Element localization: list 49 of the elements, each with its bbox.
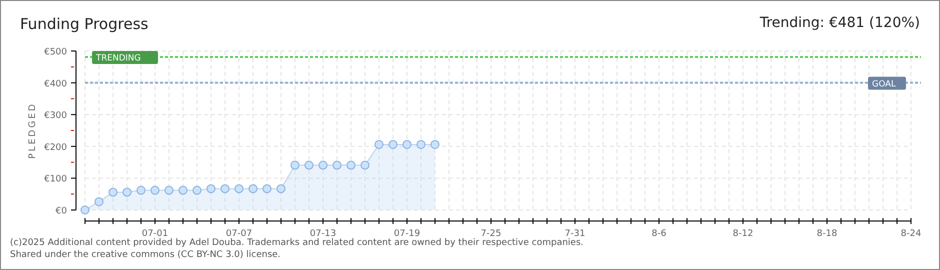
- point: [136, 186, 146, 195]
- y-tick-label: €0: [56, 206, 68, 216]
- point: [80, 206, 90, 214]
- point: [276, 184, 286, 194]
- point: [206, 184, 216, 194]
- point: [402, 140, 412, 149]
- x-tick-label: 7-31: [564, 229, 586, 239]
- point: [150, 186, 160, 195]
- point: [416, 140, 426, 149]
- y-tick-label: €300: [44, 111, 68, 122]
- point: [262, 184, 272, 194]
- x-tick-label: 8-12: [732, 229, 754, 239]
- point: [178, 186, 188, 195]
- point: [220, 184, 230, 194]
- point: [192, 186, 202, 195]
- point: [234, 184, 244, 194]
- x-tick-label: 07-13: [310, 229, 336, 239]
- point: [318, 160, 328, 170]
- point: [248, 184, 258, 194]
- ref-line-label: TRENDING: [95, 54, 141, 64]
- point: [332, 160, 342, 170]
- y-tick-label: €100: [44, 174, 68, 185]
- point: [304, 160, 314, 170]
- y-tick-label: €200: [44, 142, 68, 153]
- x-tick-label: 8-6: [652, 229, 667, 239]
- point: [94, 197, 104, 206]
- point: [164, 186, 174, 195]
- ref-line-label: GOAL: [872, 79, 896, 90]
- y-tick-label: €400: [44, 79, 68, 90]
- point: [374, 140, 384, 149]
- chart-subtitle: Trending: €481 (120%): [758, 15, 920, 31]
- text: Shared under the creative commons (CC BY-NC 3.0) license.: [10, 250, 281, 260]
- text: (c)2025 Additional content provided by Adel Douba. Trademarks and related content are owned by their respective companies.: [10, 238, 584, 248]
- y-tick-label: €500: [44, 48, 68, 58]
- y-axis-title: PLEDGED: [28, 102, 38, 159]
- x-tick-label: 07-01: [142, 229, 168, 239]
- chart-title: Funding Progress: [20, 15, 149, 33]
- point: [346, 160, 356, 170]
- x-tick-label: 8-24: [900, 229, 922, 239]
- x-tick-label: 8-18: [816, 229, 838, 239]
- x-tick-label: 7-25: [480, 229, 502, 239]
- point: [430, 140, 440, 149]
- x-tick-label: 07-19: [394, 229, 420, 239]
- point: [108, 188, 118, 197]
- point: [388, 140, 398, 149]
- point: [122, 188, 132, 197]
- x-tick-label: 07-07: [226, 229, 252, 239]
- point: [290, 160, 300, 170]
- point: [360, 160, 370, 170]
